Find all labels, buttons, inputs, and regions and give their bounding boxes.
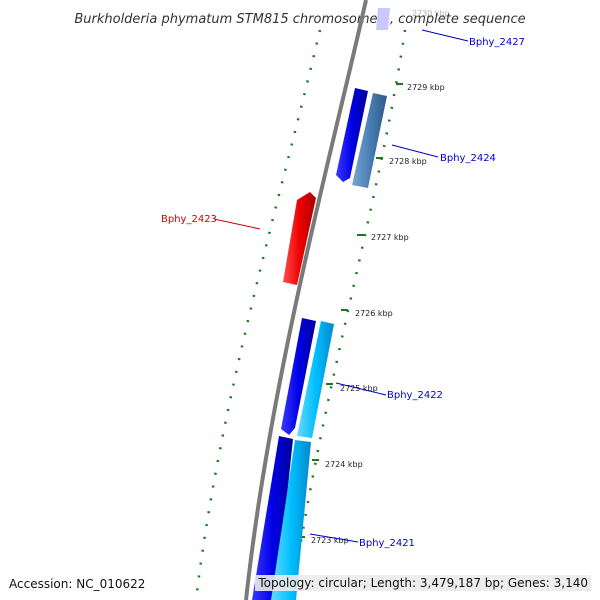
tick-label: 2728 kbp (389, 157, 427, 166)
gene-arrow-bphy-2421-b (271, 440, 311, 600)
gene-arrow-bphy-2422-b (297, 321, 334, 438)
gene-label: Bphy_2427 (469, 37, 525, 48)
tick-label: 2723 kbp (311, 536, 349, 545)
topology-text: Topology: circular; Length: 3,479,187 bp… (255, 575, 591, 591)
gene-label: Bphy_2424 (440, 153, 496, 164)
map-title: Burkholderia phymatum STM815 chromosome … (74, 12, 525, 27)
gene-arrow-bphy-2424-b (352, 93, 387, 188)
tick-label: 2729 kbp (407, 83, 445, 92)
sequence-backbone (244, 0, 368, 600)
tick-label: 2724 kbp (325, 460, 363, 469)
tick-labels: 2730 kbp 2729 kbp 2728 kbp 2727 kbp 2726… (311, 9, 450, 545)
accession-text: Accession: NC_010622 (9, 577, 146, 591)
gene-arrow-bphy-2422-a (281, 318, 316, 435)
gene-label: Bphy_2422 (387, 390, 443, 401)
tick-label: 2727 kbp (371, 233, 409, 242)
gene-arrow-bphy-2427 (376, 8, 390, 30)
gene-label: Bphy_2423 (161, 214, 217, 225)
gene-features (252, 8, 390, 600)
gene-labels: Bphy_2427 Bphy_2424 Bphy_2423 Bphy_2422 … (161, 37, 525, 549)
gene-label: Bphy_2421 (359, 538, 415, 549)
gene-label-leaders (213, 29, 469, 543)
gene-arrow-bphy-2424-a (336, 88, 368, 182)
tick-label: 2726 kbp (355, 309, 393, 318)
gene-arrow-bphy-2423 (283, 192, 316, 285)
tick-label: 2730 kbp (412, 9, 450, 18)
gene-arrow-bphy-2421-a (252, 436, 293, 600)
